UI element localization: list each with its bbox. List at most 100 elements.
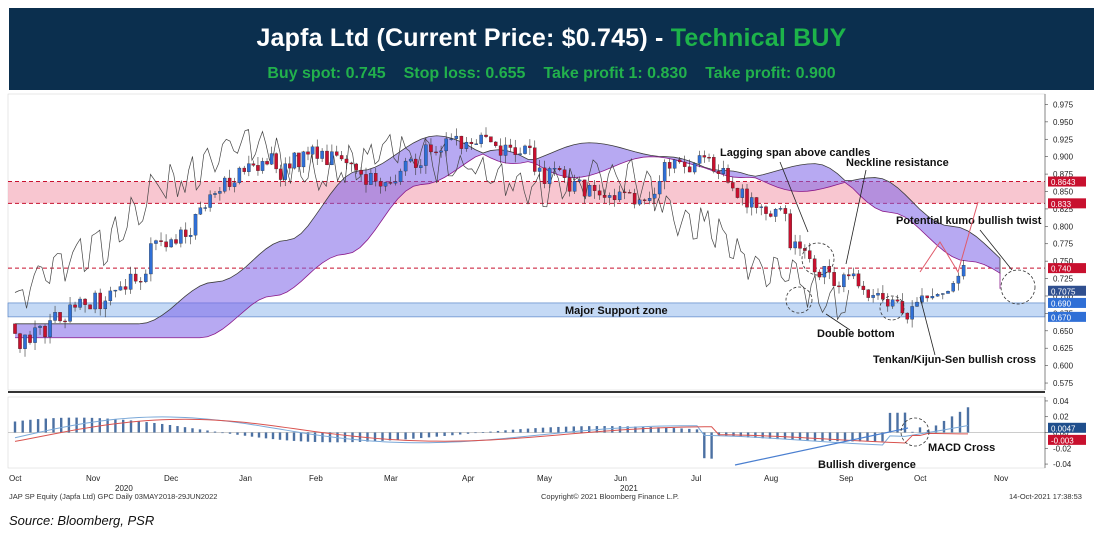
candle-body [587, 185, 592, 197]
candle-body [759, 206, 763, 208]
macd-histogram-bar [13, 421, 17, 433]
candle-body [682, 161, 687, 167]
lagging-span-circle [801, 242, 835, 276]
tk-cross-arrow [919, 296, 936, 356]
candle-body [413, 158, 418, 168]
macd-histogram-bar [271, 432, 275, 440]
macd-histogram-bar [161, 423, 164, 433]
candle-body [533, 147, 537, 172]
stop-loss: Stop loss: 0.655 [403, 65, 526, 82]
candle-body [652, 193, 657, 199]
candle-body [459, 135, 464, 149]
candle-body [827, 266, 832, 273]
candle-body [667, 162, 672, 169]
macd-histogram-bar [511, 429, 515, 433]
take-profit-1: Take profit 1: 0.830 [543, 65, 688, 82]
candle-body [320, 150, 324, 159]
macd-histogram-bar [404, 432, 407, 440]
macd-histogram-bar [83, 417, 86, 433]
x-tick-label: Sep [839, 474, 854, 483]
x-tick-label: Jul [691, 474, 701, 483]
macd-histogram-bar [911, 431, 914, 433]
macd-histogram-bar [183, 427, 187, 433]
candle-body [731, 182, 735, 189]
macd-histogram-bar [388, 432, 392, 441]
candle-body [647, 198, 652, 201]
senkou-span-b [15, 153, 1001, 339]
candle-body [388, 182, 393, 184]
candle-body [310, 146, 315, 155]
x-tick-label: May [537, 474, 552, 483]
candle-body [454, 135, 459, 139]
candle-body [503, 144, 508, 156]
candle-body [612, 195, 617, 201]
x-tick-label: Oct [9, 474, 22, 483]
title-main: Japfa Ltd (Current Price: $0.745) - [256, 24, 664, 52]
price-marker-box [1048, 311, 1086, 322]
candle-body [617, 191, 622, 201]
macd-histogram-bar [611, 426, 614, 433]
candle-body [203, 207, 207, 209]
macd-histogram-bar [918, 427, 922, 433]
candle-body [93, 292, 97, 310]
neckline-arrow [845, 169, 867, 265]
candle-body [251, 163, 256, 166]
candle-body [900, 301, 905, 314]
candle-body [851, 273, 856, 277]
candle-body [627, 192, 632, 194]
candle-body [871, 295, 875, 298]
macd-histogram-bar [481, 432, 485, 433]
candle-body [159, 240, 163, 242]
macd-histogram-bar [873, 432, 877, 442]
candle-body [692, 163, 697, 173]
macd-histogram-bar [98, 418, 101, 433]
macd-histogram-bar [950, 416, 954, 433]
macd-histogram-bar [198, 429, 202, 433]
candle-body [83, 298, 87, 305]
candle-body [154, 240, 158, 244]
candle-body [687, 166, 692, 173]
macd-histogram-bar [351, 432, 354, 443]
macd-histogram-bar [572, 426, 575, 433]
macd-marker-box [1048, 422, 1086, 433]
macd-histogram-bar [278, 432, 282, 440]
macd-histogram-bar [129, 420, 133, 433]
candle-body [383, 182, 388, 187]
candle-body [513, 147, 518, 155]
y-tick-label: 0.950 [1053, 118, 1074, 127]
candle-body [288, 163, 292, 169]
candle-body [469, 141, 474, 145]
y-tick-label: 0.975 [1053, 100, 1074, 109]
candle-body [283, 163, 287, 180]
candle-body [672, 159, 677, 169]
macd-histogram-bar [90, 417, 94, 433]
candle-body [890, 299, 895, 307]
y-tick-label: 0.850 [1053, 188, 1074, 197]
candle-body [812, 258, 817, 273]
macd-histogram-bar [526, 428, 530, 433]
macd-histogram-bar [321, 432, 324, 443]
candle-body [788, 213, 793, 249]
macd-histogram-bar [504, 430, 507, 433]
kumo-twist-circle [1000, 269, 1036, 305]
candle-body [133, 273, 138, 282]
candle-body [895, 299, 900, 302]
candle-body [373, 173, 378, 182]
candle-body [607, 195, 612, 198]
candle-body [403, 160, 408, 172]
candle-body [292, 152, 297, 169]
macd-histogram-bar [695, 429, 699, 433]
price-marker-label: 0.740 [1051, 265, 1072, 274]
macd-y-tick-label: 0.00 [1053, 429, 1069, 438]
candle-body [73, 304, 77, 308]
macd-y-tick-label: -0.02 [1053, 444, 1072, 453]
double-bottom-arrow [825, 313, 851, 331]
candle-body [484, 134, 488, 137]
annotation-label: Double bottom [817, 328, 895, 340]
macd-histogram-bar [145, 422, 148, 433]
candle-body [349, 162, 354, 165]
candle-body [274, 153, 278, 170]
y-tick-label: 0.900 [1053, 153, 1074, 162]
macd-marker-label: 0.0047 [1051, 424, 1076, 433]
price-marker-box [1048, 263, 1086, 274]
